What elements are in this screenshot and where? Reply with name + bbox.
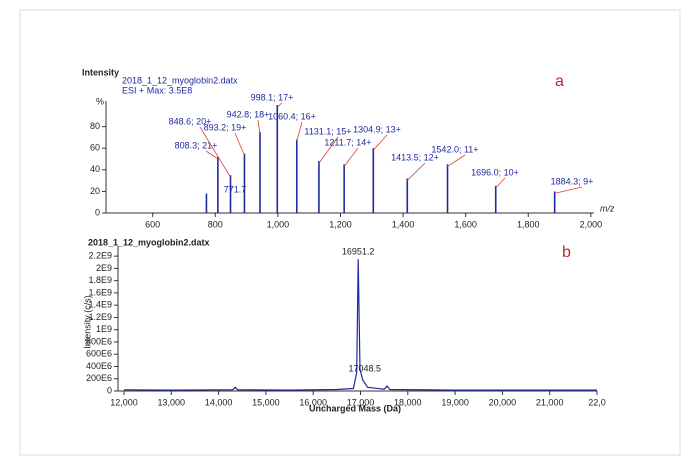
x-tick-label: 20,000 [489,397,517,407]
panel-label: b [562,244,571,261]
y-tick-label: 20 [90,186,100,196]
chart-title: 2018_1_12_myoglobin2.datx [88,237,210,247]
y-tick-label: 1.8E9 [88,275,112,285]
peak-label: 16951.2 [342,247,375,257]
peak-label: 942.8; 18+ [227,109,270,119]
x-tick-label: 1,200 [329,219,352,229]
leader-line [277,102,283,108]
peak-label: 1131.1; 15+ [304,126,351,136]
spectrum-line [123,259,597,391]
x-tick-label: 19,000 [441,397,469,407]
leader-line [343,147,359,167]
y-tick-label: 0 [95,207,100,217]
chart-title: 2018_1_12_myoglobin2.datx [122,75,238,85]
x-tick-label: 15,000 [252,397,280,407]
peak-label: 1542.0; 11+ [431,144,478,154]
y-tick-label: 200E6 [86,373,112,383]
peak-label: 998.1; 17+ [251,92,294,102]
x-tick-label: 14,000 [205,397,233,407]
y-tick-label: 80 [90,121,100,131]
x-tick-label: 1,800 [517,219,540,229]
leader-line [447,154,466,167]
peak-label: 1304.9; 13+ [353,124,401,134]
y-title: Intensity [82,67,119,77]
leader-line [495,177,506,189]
y-tick-label: 0 [107,385,112,395]
peak-label: 1413.5; 12+ [391,152,439,162]
frame [19,9,681,456]
peak-label: 1696.0; 10+ [471,167,519,177]
y-tick-label: 1.2E9 [88,312,112,322]
y-tick-label: 1.4E9 [88,300,112,310]
x-tick-label: 22,0 [588,397,606,407]
x-tick-label: 800 [208,219,223,229]
leader-line [318,136,339,164]
peak-label: 1211.7; 14+ [324,137,371,147]
y-tick-label: 1.6E9 [88,287,112,297]
y-tick-label: 1E9 [96,324,112,334]
y-tick-label: 800E6 [86,336,112,346]
x-tick-label: 1,400 [392,219,415,229]
panel-label: a [555,73,564,90]
x-tick-label: 1,000 [267,219,290,229]
x-axis-label: Uncharged Mass (Da) [309,403,401,413]
leader-line [205,150,219,160]
x-tick-label: 13,000 [158,397,186,407]
x-tick-label: 600 [145,219,160,229]
peak-label: 771.7 [224,184,247,194]
x-tick-label: 1,600 [454,219,477,229]
subtitle: ESI + Max: 3.5E8 [122,85,192,95]
peak-label: 17048.5 [349,363,382,373]
y-axis-label: Intensity (c/s) [82,295,92,349]
x-tick-label: 17,000 [347,397,375,407]
peak-label: 1060.4; 16+ [268,111,316,121]
x-tick-label: 12,000 [110,397,138,407]
leader-line [234,132,245,156]
x-tick-label: 2,000 [580,219,603,229]
peak-label: 808.3; 21+ [175,140,218,150]
x-tick-label: 21,000 [536,397,564,407]
y-tick-label: 40 [90,164,100,174]
leader-line [199,126,231,178]
leader-line [257,119,261,135]
y-tick-label: 2.2E9 [88,251,112,261]
x-tick-label: 18,000 [394,397,422,407]
peak-label: 1884.3; 9+ [551,176,594,186]
x-tick-label: 16,000 [299,397,327,407]
y-tick-label: 600E6 [86,349,112,359]
y-tick-label: 2E9 [96,263,112,273]
x-axis-label: m/z [600,203,615,213]
y-tick-label: 60 [90,143,100,153]
peak-label: 893.2; 19+ [204,122,247,132]
y-tick-label: 400E6 [86,361,112,371]
peak-label: 848.6; 20+ [169,116,212,126]
leader-line [373,134,388,151]
leader-line [296,121,303,142]
leader-line [554,186,583,194]
leader-line [407,162,426,181]
y-unit: % [96,96,104,106]
